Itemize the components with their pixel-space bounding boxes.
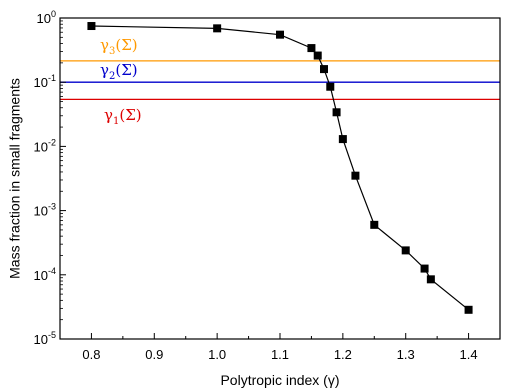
y-tick-labels: 10-5 10-4 10-3 10-2 10-1 100 — [34, 9, 56, 347]
data-point — [370, 220, 379, 229]
data-point — [320, 65, 328, 74]
data-point — [426, 275, 435, 284]
axis-ticks — [59, 17, 501, 340]
data-point — [351, 171, 360, 180]
y-tick-label: 10-4 — [34, 266, 56, 283]
x-tick-label: 1.2 — [334, 347, 352, 362]
x-tick-label: 1.0 — [208, 347, 226, 362]
data-point — [326, 82, 335, 91]
reference-line-labels: γ3(Σ) γ2(Σ) γ1(Σ) — [100, 36, 142, 127]
y-tick-label: 10-3 — [34, 202, 56, 219]
x-tick-label: 1.1 — [271, 347, 289, 362]
y-tick-label: 10-2 — [34, 137, 56, 154]
gamma-1-label: γ1(Σ) — [104, 106, 142, 127]
data-point — [87, 22, 96, 31]
gamma-2-label: γ2(Σ) — [100, 61, 138, 82]
x-tick-label: 1.3 — [397, 347, 415, 362]
x-tick-labels: 0.8 0.9 1.0 1.1 1.2 1.3 1.4 — [82, 347, 477, 362]
y-tick-label: 10-1 — [34, 73, 56, 90]
y-tick-label: 10-5 — [34, 330, 56, 347]
x-tick-label: 0.9 — [145, 347, 163, 362]
y-tick-label: 100 — [37, 9, 56, 26]
data-series — [87, 22, 473, 314]
y-axis-title: Mass fraction in small fragments — [7, 78, 23, 279]
data-point — [307, 44, 316, 53]
data-point — [338, 135, 347, 144]
data-point — [420, 264, 429, 273]
data-point — [213, 24, 222, 33]
data-point — [313, 51, 322, 60]
reference-lines — [60, 60, 500, 101]
data-point — [464, 305, 473, 314]
data-point — [276, 30, 284, 39]
x-tick-label: 1.4 — [460, 347, 478, 362]
series-line — [91, 25, 469, 311]
gamma-3-label: γ3(Σ) — [100, 36, 138, 57]
data-point — [332, 108, 341, 117]
x-tick-label: 0.8 — [82, 347, 100, 362]
data-point — [401, 246, 410, 255]
x-axis-title: Polytropic index (γ) — [220, 372, 339, 388]
